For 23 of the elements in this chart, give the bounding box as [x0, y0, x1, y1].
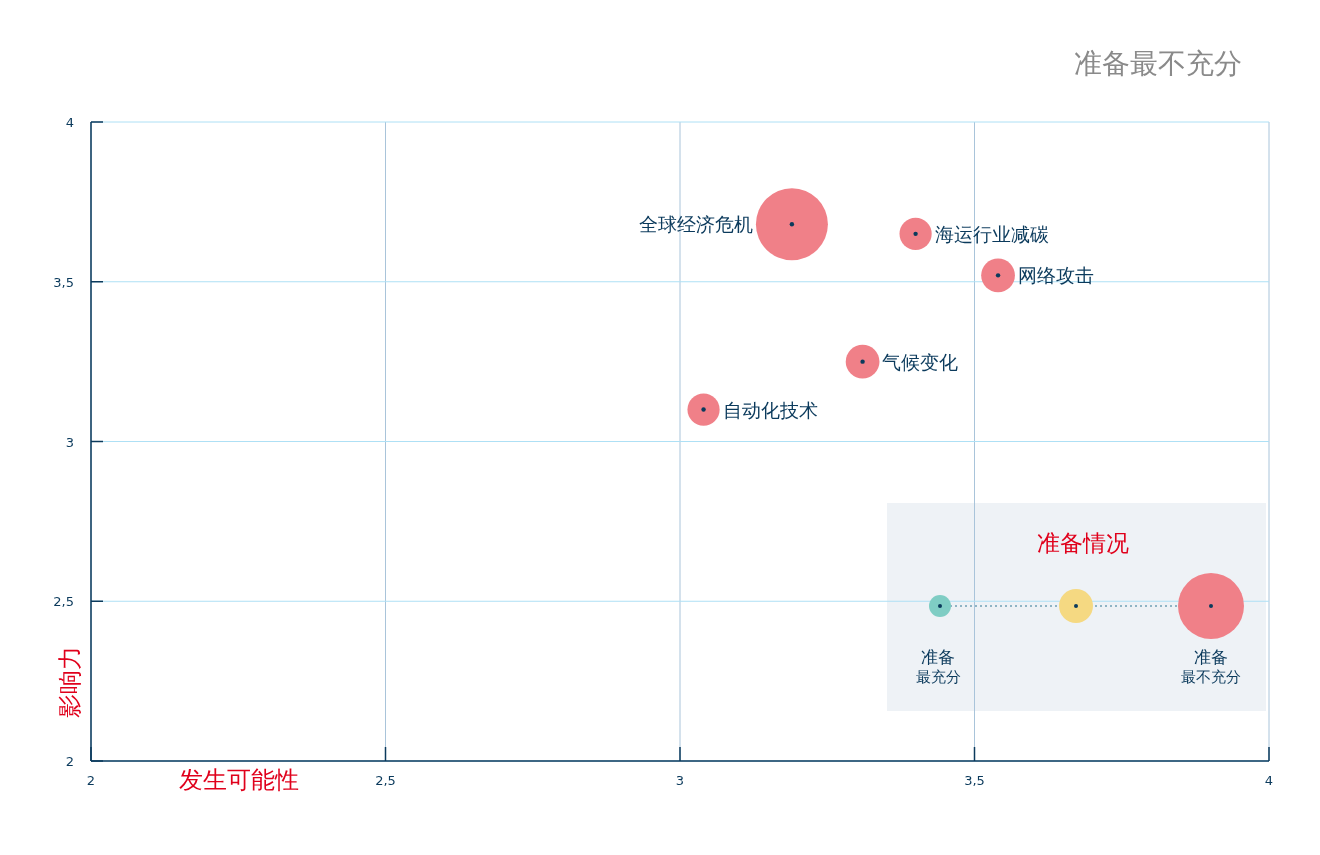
series-label: 气候变化 — [882, 350, 959, 373]
x-tick-label: 2 — [86, 773, 96, 788]
annotation: 最不充分 — [1181, 668, 1241, 686]
x-tick-label: 3 — [675, 773, 685, 788]
y-tick-label: 2,5 — [53, 594, 74, 610]
annotation: 准备 — [921, 647, 955, 667]
y-axis-title: 影响力 — [56, 646, 84, 718]
y-tick-label: 4 — [65, 115, 74, 130]
series-label: 网络攻击 — [1017, 264, 1094, 287]
legend-title: 准备情况 — [1037, 530, 1129, 556]
x-axis-title: 发生可能性 — [179, 766, 299, 794]
series-label: 自动化技术 — [722, 398, 818, 421]
chart-title: 准备最不充分 — [1074, 47, 1242, 80]
x-tick-label: 2,5 — [375, 773, 396, 788]
annotation: 准备 — [1194, 647, 1228, 667]
y-tick-label: 3,5 — [53, 274, 74, 290]
series-label: 全球经济危机 — [638, 213, 753, 236]
x-tick-label: 4 — [1264, 773, 1274, 788]
annotation: 最充分 — [915, 668, 961, 686]
y-tick-label: 2 — [65, 754, 74, 769]
x-tick-label: 3,5 — [964, 773, 985, 788]
series-label: 海运行业减碳 — [934, 222, 1049, 245]
y-tick-label: 3 — [65, 434, 74, 450]
